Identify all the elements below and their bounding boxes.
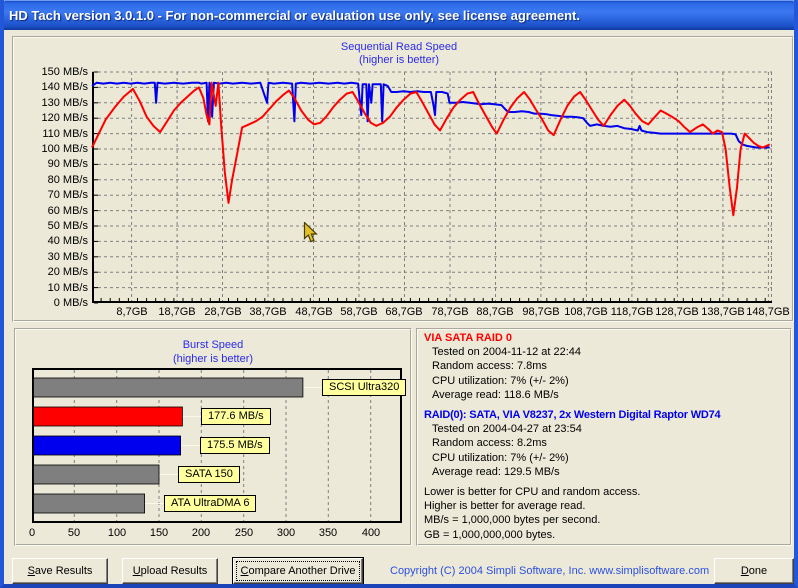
burst-bar <box>33 464 160 485</box>
x-tick-label: 138,7GB <box>701 306 745 318</box>
burst-x-tick-label: 150 <box>149 527 169 539</box>
burst-chart-title: Burst Speed <box>182 339 244 351</box>
y-tick-label: 90 MB/s <box>47 158 88 170</box>
y-tick-label: 150 MB/s <box>41 66 88 78</box>
results-info-content: VIA SATA RAID 0 Tested on 2004-11-12 at … <box>424 331 790 542</box>
window-title: HD Tach version 3.0.1.0 - For non-commer… <box>9 7 580 23</box>
burst-x-tick-label: 250 <box>234 527 254 539</box>
note-higher-better: Higher is better for average read. <box>424 500 586 513</box>
burst-bar <box>33 377 304 398</box>
y-tick-label: 140 MB/s <box>41 81 88 93</box>
title-bar[interactable]: HD Tach version 3.0.1.0 - For non-commer… <box>4 0 794 30</box>
comparison-random-access: Random access: 8.2ms <box>432 437 547 450</box>
x-tick-label: 8,7GB <box>116 306 148 318</box>
sequential-read-chart <box>91 71 772 304</box>
x-tick-label: 18,7GB <box>158 306 196 318</box>
current-drive-heading: VIA SATA RAID 0 <box>424 332 513 344</box>
results-info-panel <box>416 328 792 546</box>
y-tick-label: 60 MB/s <box>47 205 88 217</box>
burst-x-tick-label: 0 <box>28 527 36 539</box>
burst-bar <box>33 406 183 427</box>
y-tick-label: 130 MB/s <box>41 97 88 109</box>
burst-bar-label: 177.6 MB/s <box>201 408 271 425</box>
x-tick-label: 28,7GB <box>204 306 242 318</box>
y-tick-label: 30 MB/s <box>47 251 88 263</box>
burst-x-tick-label: 50 <box>67 527 81 539</box>
x-tick-label: 128,7GB <box>655 306 699 318</box>
burst-x-tick-label: 400 <box>361 527 381 539</box>
current-random-access: Random access: 7.8ms <box>432 360 547 373</box>
x-tick-label: 88,7GB <box>476 306 514 318</box>
comparison-drive-heading: RAID(0): SATA, VIA V8237, 2x Western Dig… <box>424 409 721 422</box>
burst-bar-label: SATA 150 <box>178 466 240 483</box>
y-tick-label: 10 MB/s <box>47 282 88 294</box>
burst-x-tick-label: 100 <box>107 527 127 539</box>
y-tick-label: 70 MB/s <box>47 189 88 201</box>
burst-x-tick-label: 300 <box>276 527 296 539</box>
sequential-chart-title: Sequential Read Speed <box>340 41 458 53</box>
x-tick-label: 38,7GB <box>249 306 287 318</box>
copyright-text: Copyright (C) 2004 Simpli Software, Inc.… <box>390 565 710 577</box>
y-tick-label: 110 MB/s <box>42 128 88 140</box>
save-results-button[interactable]: Save Results <box>12 558 108 584</box>
done-button[interactable]: Done <box>714 558 794 584</box>
y-tick-label: 100 MB/s <box>41 143 88 155</box>
current-tested-on: Tested on 2004-11-12 at 22:44 <box>432 346 582 359</box>
y-tick-label: 50 MB/s <box>47 220 88 232</box>
x-tick-label: 118,7GB <box>610 306 654 318</box>
y-tick-label: 0 MB/s <box>53 297 88 309</box>
y-tick-label: 120 MB/s <box>41 112 88 124</box>
series-line <box>91 81 771 217</box>
note-lower-better: Lower is better for CPU and random acces… <box>424 486 641 499</box>
current-cpu-utilization: CPU utilization: 7% (+/- 2%) <box>432 374 569 387</box>
x-tick-label: 78,7GB <box>431 306 469 318</box>
y-tick-label: 80 MB/s <box>47 174 88 186</box>
burst-chart-subtitle: (higher is better) <box>172 353 254 365</box>
burst-x-tick-label: 350 <box>318 527 338 539</box>
note-mbs-definition: MB/s = 1,000,000 bytes per second. <box>424 514 601 527</box>
x-tick-label: 58,7GB <box>340 306 378 318</box>
burst-speed-chart <box>32 368 402 523</box>
compare-another-drive-button[interactable]: Compare Another Drive <box>233 558 363 584</box>
y-tick-label: 20 MB/s <box>47 266 88 278</box>
y-tick-label: 40 MB/s <box>47 235 88 247</box>
burst-bar-label: SCSI Ultra320 <box>322 379 407 396</box>
burst-bar <box>33 435 182 456</box>
mouse-cursor-icon <box>303 222 318 243</box>
upload-results-button[interactable]: Upload Results <box>122 558 218 584</box>
burst-bar <box>33 493 145 514</box>
sequential-chart-subtitle: (higher is better) <box>358 54 440 66</box>
comparison-cpu-utilization: CPU utilization: 7% (+/- 2%) <box>432 451 569 464</box>
comparison-average-read: Average read: 129.5 MB/s <box>432 465 560 478</box>
x-tick-label: 98,7GB <box>522 306 560 318</box>
note-gb-definition: GB = 1,000,000,000 bytes. <box>424 528 556 541</box>
x-tick-label: 68,7GB <box>385 306 423 318</box>
x-tick-label: 148,7GB <box>746 306 790 318</box>
comparison-tested-on: Tested on 2004-04-27 at 23:54 <box>432 423 582 436</box>
burst-x-tick-label: 200 <box>191 527 211 539</box>
x-tick-label: 108,7GB <box>564 306 608 318</box>
x-tick-label: 48,7GB <box>295 306 333 318</box>
burst-bar-label: 175.5 MB/s <box>200 437 270 454</box>
burst-bar-label: ATA UltraDMA 6 <box>164 495 257 512</box>
current-average-read: Average read: 118.6 MB/s <box>432 388 559 401</box>
